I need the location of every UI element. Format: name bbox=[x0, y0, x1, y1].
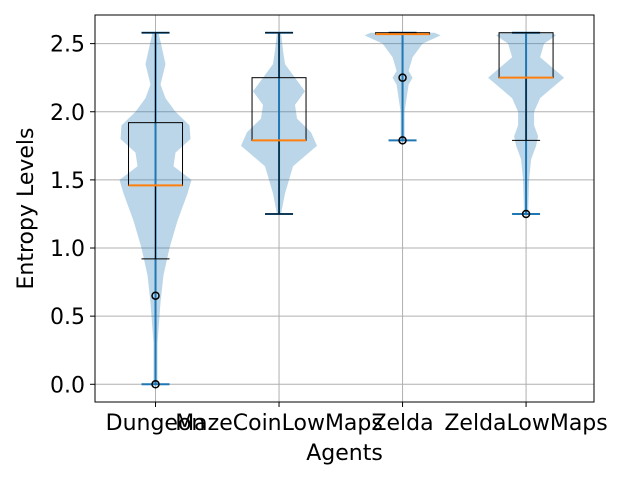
y-tick-label: 1.5 bbox=[50, 169, 85, 194]
outlier-point bbox=[521, 209, 531, 219]
outlier-point bbox=[398, 136, 407, 145]
outlier-point bbox=[151, 291, 160, 300]
x-tick-label: MazeCoinLowMaps bbox=[175, 411, 383, 436]
x-tick-label: Zelda bbox=[371, 411, 433, 436]
outlier-point bbox=[398, 73, 407, 82]
y-tick-label: 2.5 bbox=[50, 33, 85, 58]
axes: 0.0 0.5 1.0 1.5 2.0 2.5 DungeonMazeCoinLowMaps… bbox=[50, 33, 608, 436]
x-axis-label: Agents bbox=[306, 441, 383, 466]
outlier-point bbox=[151, 380, 160, 389]
x-tick-label: ZeldaLowMaps bbox=[444, 411, 607, 436]
y-tick-label: 0.5 bbox=[50, 305, 85, 330]
y-axis-label: Entropy Levels bbox=[14, 127, 39, 289]
y-tick-label: 1.0 bbox=[50, 237, 85, 262]
y-tick-label: 0.0 bbox=[50, 373, 85, 398]
x-tick-label: Dungeon bbox=[106, 411, 206, 436]
boxes bbox=[128, 32, 554, 389]
y-tick-label: 2.0 bbox=[50, 101, 85, 126]
plot-frame bbox=[94, 14, 595, 403]
